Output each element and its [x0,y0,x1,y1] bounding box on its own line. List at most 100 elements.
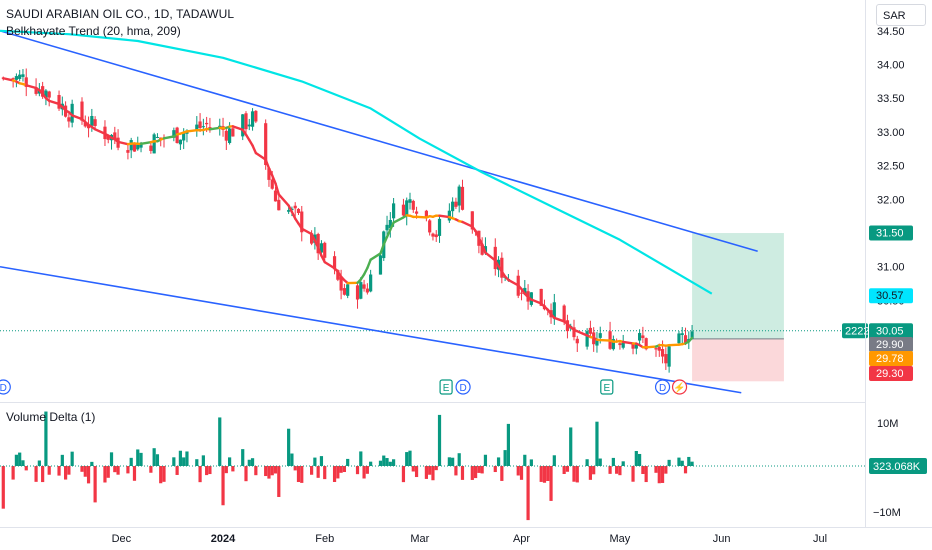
candle-body[interactable] [208,127,212,129]
candle-body[interactable] [683,335,688,344]
profit-target-zone[interactable] [692,233,784,339]
candle-body[interactable] [44,90,48,98]
price-label-badge[interactable] [869,288,913,304]
candle-body[interactable] [480,244,484,255]
dividend-marker[interactable] [455,379,471,395]
candle-body[interactable] [113,132,117,140]
candle-body[interactable] [523,287,527,295]
dividend-marker[interactable] [0,379,11,395]
candle-body[interactable] [552,302,556,319]
split-marker[interactable] [671,379,688,395]
candle-body[interactable] [618,343,622,346]
candle-body[interactable] [365,288,369,293]
price-label-badge[interactable] [869,351,913,366]
candle-body[interactable] [401,204,406,216]
candle-body[interactable] [428,220,432,233]
candle-body[interactable] [470,211,474,230]
symbol-title[interactable]: SAUDI ARABIAN OIL CO., 1D, TADAWUL [6,7,235,21]
candle-body[interactable] [296,208,301,214]
candle-body[interactable] [500,257,504,278]
candle-body[interactable] [254,110,258,122]
symbol-badge[interactable] [842,323,868,339]
candle-body[interactable] [664,354,668,364]
indicator-legend[interactable]: Belkhayate Trend (20, hma, 209) [6,24,181,38]
candle-body[interactable] [336,270,340,280]
candle-body[interactable] [388,219,392,229]
pane-separator[interactable] [0,402,866,403]
candle-body[interactable] [264,123,268,166]
dividend-marker[interactable] [654,379,671,395]
candle-body[interactable] [588,327,592,334]
candle-body[interactable] [677,333,681,344]
candle-body[interactable] [411,200,415,210]
candle-body[interactable] [493,246,497,270]
stop-loss-zone[interactable] [692,338,784,382]
candle-body[interactable] [434,234,438,238]
candle-body[interactable] [293,205,297,209]
candle-body[interactable] [447,210,451,221]
candle-body[interactable] [198,121,202,129]
candle-body[interactable] [205,122,209,125]
volume-delta-legend[interactable]: Volume Delta (1) [6,410,96,424]
candle-body[interactable] [519,292,524,294]
candle-body[interactable] [385,224,389,231]
candle-body[interactable] [277,199,281,211]
candle-body[interactable] [316,233,320,254]
candle-body[interactable] [241,114,245,137]
candle-body[interactable] [680,333,684,335]
candle-body[interactable] [11,78,15,80]
candle-body[interactable] [126,150,130,153]
candle-body[interactable] [539,288,543,306]
channel-lower-line[interactable] [0,265,742,394]
candle-body[interactable] [70,103,74,123]
candle-body[interactable] [247,124,251,127]
candle-body[interactable] [369,274,373,292]
candle-body[interactable] [598,333,602,338]
candle-body[interactable] [287,210,291,212]
candle-body[interactable] [47,91,51,98]
candle-body[interactable] [155,136,160,138]
candle-body[interactable] [57,95,61,109]
candle-body[interactable] [392,203,396,219]
earnings-marker[interactable] [600,379,614,395]
price-label-badge[interactable] [869,366,913,381]
candle-body[interactable] [346,284,350,296]
candle-body[interactable] [136,144,140,150]
candle-body[interactable] [149,145,153,151]
candle-body[interactable] [437,218,442,236]
candle-body[interactable] [132,143,137,152]
currency-selector[interactable]: SAR [876,4,926,26]
candle-body[interactable] [250,111,255,127]
candle-body[interactable] [90,115,94,126]
candle-body[interactable] [300,211,304,233]
candle-body[interactable] [611,339,615,350]
candle-body[interactable] [359,282,363,299]
price-label-badge[interactable] [869,225,913,241]
candle-body[interactable] [454,201,458,207]
candle-body[interactable] [641,335,645,339]
candle-body[interactable] [562,305,566,323]
candle-body[interactable] [575,338,579,344]
candle-body[interactable] [451,201,455,212]
candle-body[interactable] [339,276,343,291]
candle-body[interactable] [83,122,87,127]
candle-body[interactable] [378,255,383,275]
candle-body[interactable] [634,343,638,349]
price-label-badge[interactable] [869,337,913,352]
candle-body[interactable] [231,128,235,137]
candle-body[interactable] [310,233,314,244]
candle-body[interactable] [139,144,143,148]
volume-value-badge[interactable] [869,458,927,474]
moving-average-line[interactable] [0,29,713,295]
candle-body[interactable] [80,101,84,121]
candle-body[interactable] [41,86,45,97]
candle-body[interactable] [319,243,324,253]
candle-body[interactable] [21,74,25,77]
candle-body[interactable] [86,124,91,129]
candle-body[interactable] [129,140,133,151]
candle-body[interactable] [152,134,156,154]
candle-body[interactable] [342,288,346,295]
candle-body[interactable] [270,179,274,189]
candle-body[interactable] [323,242,327,258]
